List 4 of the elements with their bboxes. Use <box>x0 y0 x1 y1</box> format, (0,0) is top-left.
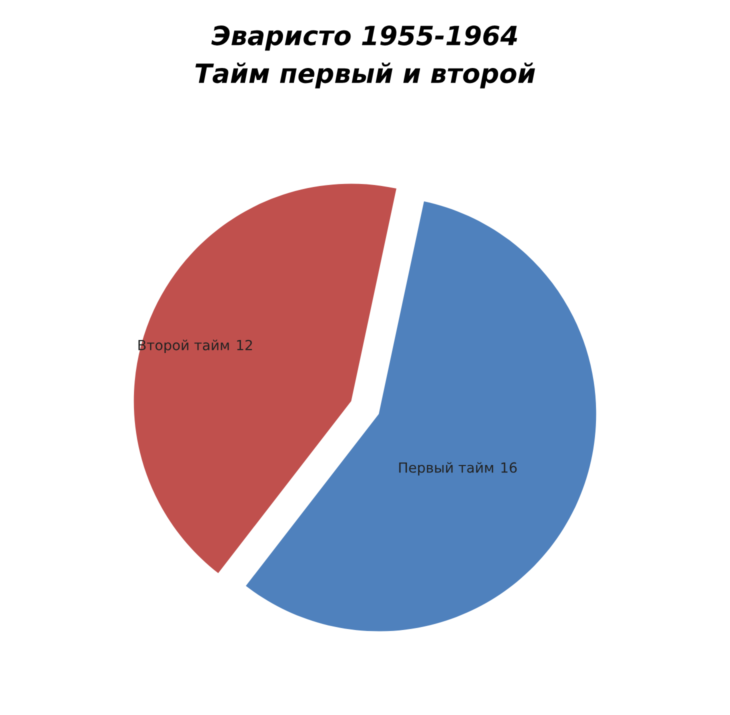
slice-label: Первый тайм <box>399 462 494 476</box>
chart-title: Эваристо 1955-1964 Тайм первый и второй <box>195 25 536 88</box>
data-label: 12 <box>237 340 252 350</box>
data-label: 16 <box>501 462 517 473</box>
